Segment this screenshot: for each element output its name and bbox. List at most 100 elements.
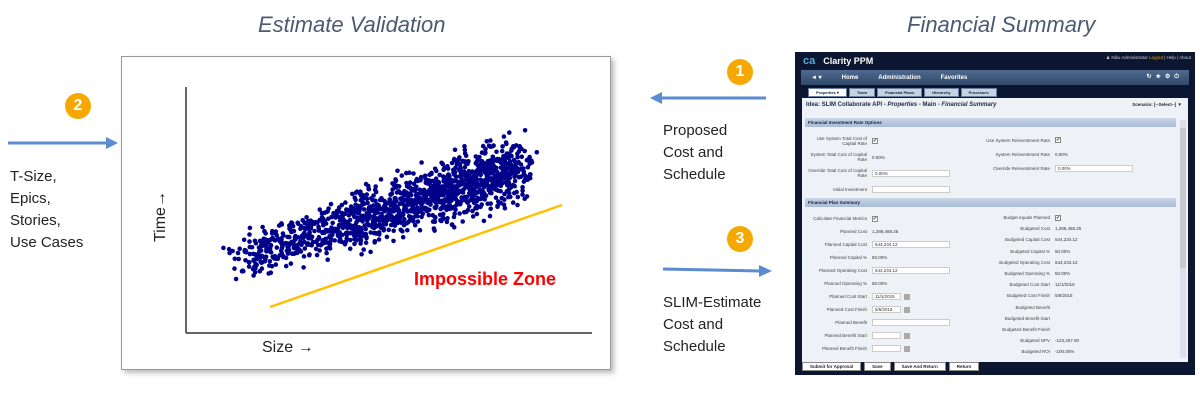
- data-point: [378, 177, 384, 182]
- checkbox[interactable]: ✔: [872, 215, 878, 222]
- date-input[interactable]: [872, 332, 901, 339]
- tab-2[interactable]: Financial Plans: [877, 88, 923, 97]
- data-point: [258, 248, 264, 253]
- calendar-icon[interactable]: [904, 293, 910, 300]
- date-input[interactable]: [872, 345, 901, 352]
- slim-estimate-text: SLIM-Estimate Cost and Schedule: [663, 292, 761, 358]
- data-point: [433, 176, 439, 181]
- data-point: [448, 194, 454, 199]
- data-point: [515, 202, 520, 208]
- checkbox[interactable]: ✔: [1055, 214, 1061, 221]
- date-input[interactable]: 5/6/2016: [872, 306, 901, 313]
- proposed-text: Proposed Cost and Schedule: [663, 120, 727, 186]
- content-area: Idea: SLIM Collaborate API - Properties …: [802, 98, 1188, 362]
- scenario-select[interactable]: Scenario: [--Select--] ▼: [1132, 102, 1182, 107]
- nav-administration[interactable]: Administration: [878, 74, 921, 81]
- field-value: 644,234.12: [1055, 260, 1078, 265]
- data-point: [395, 204, 400, 210]
- data-point: [525, 177, 530, 183]
- tab-3[interactable]: Hierarchy: [924, 88, 959, 97]
- data-point: [368, 230, 373, 235]
- action-button[interactable]: Save: [864, 362, 891, 371]
- data-point: [468, 198, 473, 203]
- impossible-zone-label: Impossible Zone: [414, 269, 557, 289]
- action-button[interactable]: Save And Return: [893, 362, 946, 371]
- back-button[interactable]: ◄ ▾: [811, 75, 822, 81]
- text-input[interactable]: 0.00%: [872, 169, 950, 177]
- data-point: [488, 206, 494, 211]
- data-point: [358, 241, 363, 246]
- field-label: Planned Benefit: [835, 320, 867, 325]
- data-point: [254, 262, 259, 268]
- data-point: [273, 262, 279, 267]
- data-point: [402, 203, 407, 208]
- text-line: Schedule: [663, 338, 726, 355]
- date-input[interactable]: 11/1/2015: [872, 293, 901, 300]
- input-use-cases: Use Cases: [10, 234, 84, 251]
- data-point: [423, 180, 429, 185]
- tab-0[interactable]: Properties ▾: [808, 88, 847, 97]
- form-row: Initial Investment: [802, 181, 950, 197]
- value-text: 1,288,468.25: [872, 229, 899, 234]
- calendar-icon[interactable]: [904, 345, 910, 352]
- nav-icons[interactable]: ↻★⚙⏻: [1146, 74, 1183, 80]
- data-point: [306, 219, 311, 224]
- data-point: [448, 186, 453, 192]
- data-point: [479, 168, 485, 173]
- data-point: [351, 231, 356, 237]
- checkbox[interactable]: ✔: [872, 138, 878, 144]
- data-point: [381, 221, 386, 226]
- text-input[interactable]: [872, 319, 950, 326]
- data-point: [252, 238, 258, 244]
- section-plan-summary[interactable]: Financial Plan Summary: [805, 198, 1176, 207]
- action-button[interactable]: Submit for Approval: [802, 362, 862, 371]
- data-point: [479, 202, 485, 207]
- data-point: [460, 219, 466, 224]
- logout-link[interactable]: Logout: [1149, 55, 1163, 60]
- calendar-icon[interactable]: [904, 332, 910, 339]
- action-button[interactable]: Return: [948, 362, 980, 371]
- form-row: Budgeted Benefit: [982, 302, 1081, 313]
- data-point: [298, 249, 304, 254]
- data-point: [448, 181, 454, 187]
- text-input[interactable]: [872, 185, 950, 193]
- data-point: [466, 168, 472, 174]
- text-input[interactable]: 644,234.12: [872, 267, 950, 274]
- data-point: [529, 160, 535, 165]
- data-point: [473, 179, 478, 185]
- form-row: Planned Benefit Finish: [802, 342, 950, 355]
- scrollbar[interactable]: [1180, 120, 1186, 358]
- checkbox[interactable]: ✔: [1055, 137, 1061, 143]
- data-point: [483, 146, 488, 152]
- scrollbar-thumb[interactable]: [1180, 128, 1186, 268]
- tab-1[interactable]: Team: [848, 88, 876, 97]
- data-point: [414, 198, 420, 204]
- data-point: [465, 181, 471, 186]
- data-point: [372, 210, 378, 216]
- data-point: [425, 198, 430, 203]
- data-point: [346, 213, 352, 218]
- data-point: [501, 134, 507, 139]
- data-point: [393, 195, 398, 201]
- data-point: [483, 150, 488, 156]
- data-point: [457, 168, 462, 173]
- text-input[interactable]: 0.00%: [1055, 164, 1133, 172]
- nav-home[interactable]: Home: [841, 74, 859, 81]
- nav-favorites[interactable]: Favorites: [940, 74, 968, 81]
- data-point: [331, 210, 336, 216]
- data-point: [339, 224, 345, 229]
- help-link[interactable]: Help: [1166, 55, 1176, 60]
- field-value: 11/1/2015: [1055, 282, 1075, 287]
- section-investment-rate[interactable]: Financial Investment Rate Options: [805, 118, 1176, 127]
- data-point: [384, 234, 390, 240]
- field-value: 1,288,468.25: [872, 229, 898, 234]
- tab-4[interactable]: Processes: [960, 88, 997, 97]
- data-point: [463, 153, 469, 159]
- value-text: 0.00%: [872, 154, 885, 160]
- calendar-icon[interactable]: [904, 306, 910, 313]
- data-point: [475, 162, 481, 168]
- data-point: [501, 176, 507, 181]
- text-input[interactable]: 644,234.12: [872, 241, 950, 248]
- data-point: [267, 259, 273, 264]
- about-link[interactable]: About: [1179, 55, 1191, 60]
